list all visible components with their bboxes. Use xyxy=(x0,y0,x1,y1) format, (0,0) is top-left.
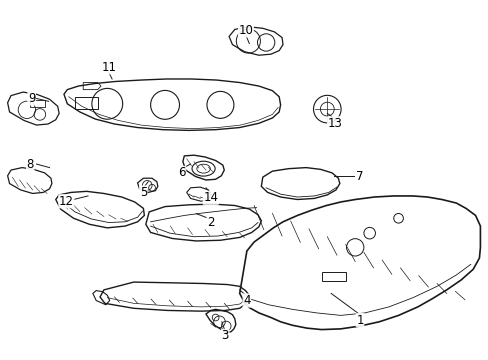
Text: 14: 14 xyxy=(203,191,218,204)
Text: 7: 7 xyxy=(356,170,363,183)
Text: 10: 10 xyxy=(238,24,253,37)
Text: 1: 1 xyxy=(356,314,363,327)
Text: 2: 2 xyxy=(206,216,214,229)
Text: 12: 12 xyxy=(59,195,74,208)
Text: 4: 4 xyxy=(243,294,250,307)
Text: 11: 11 xyxy=(101,61,116,74)
Text: 13: 13 xyxy=(327,117,342,130)
Text: 5: 5 xyxy=(140,186,147,199)
Text: 3: 3 xyxy=(221,329,228,342)
Text: 8: 8 xyxy=(26,158,34,171)
Text: 9: 9 xyxy=(28,92,35,105)
Text: 6: 6 xyxy=(178,166,185,179)
